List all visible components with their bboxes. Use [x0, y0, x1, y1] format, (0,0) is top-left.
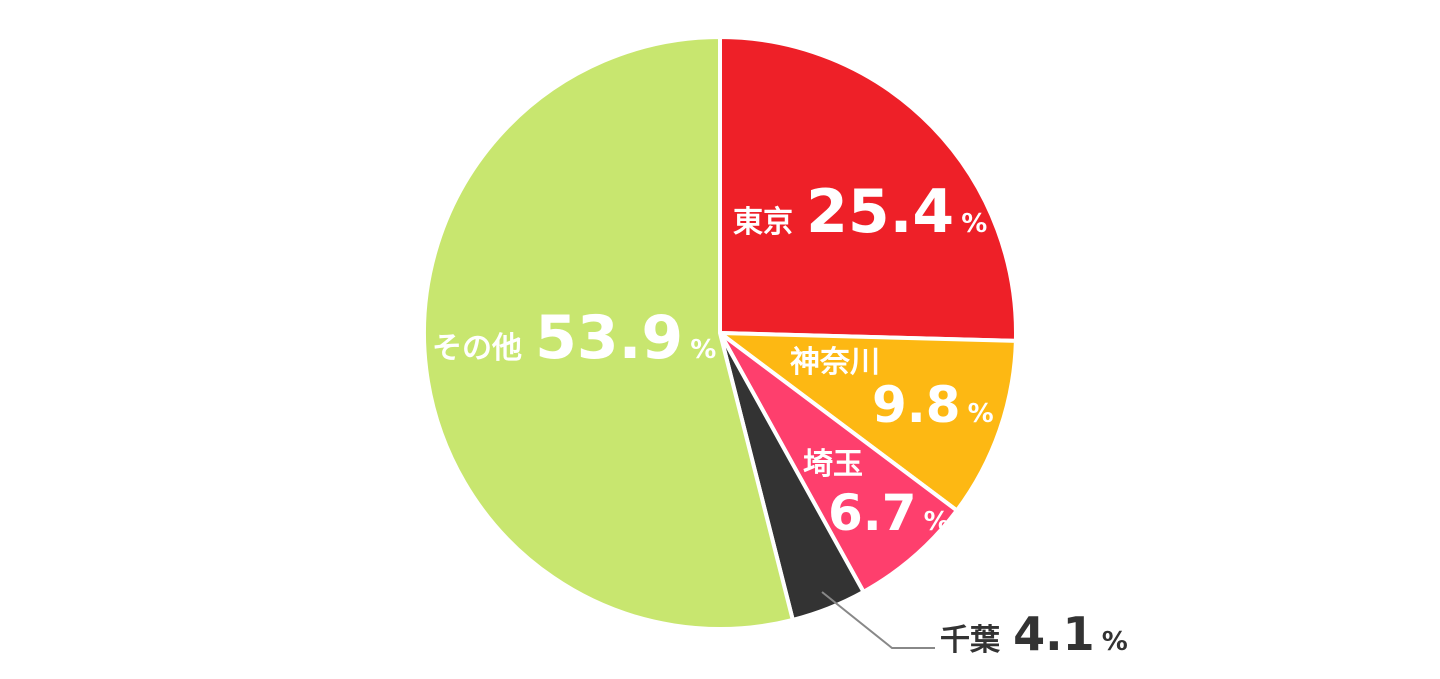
pie-slice-4 [422, 35, 795, 631]
label-kanagawa-value: 9.8 [872, 376, 961, 434]
label-tokyo-value: 25.4 [806, 177, 954, 247]
label-kanagawa-name: 神奈川 [790, 345, 880, 380]
label-other: その他 53.9 % [432, 303, 716, 373]
label-tokyo-unit: % [961, 209, 987, 239]
label-saitama: 6.7 % [828, 484, 950, 542]
label-kanagawa-unit: % [968, 399, 994, 429]
label-tokyo: 東京 25.4 % [733, 177, 987, 247]
label-other-unit: % [690, 335, 716, 365]
pie-slice-0 [718, 35, 1018, 343]
label-saitama-name: 埼玉 [803, 447, 863, 482]
label-other-name: その他 [432, 331, 522, 366]
label-chiba-value: 4.1 [1013, 607, 1095, 661]
label-tokyo-name: 東京 [733, 205, 793, 240]
pie-slices [422, 35, 1018, 631]
label-saitama-unit: % [924, 507, 950, 537]
label-chiba: 千葉 4.1 % [940, 607, 1128, 661]
label-saitama-value: 6.7 [828, 484, 917, 542]
pie-slice-2 [718, 331, 959, 594]
label-chiba-name: 千葉 [940, 623, 1001, 658]
label-kanagawa: 9.8 % [872, 376, 994, 434]
chiba-leader-line [821, 591, 935, 649]
label-other-value: 53.9 [535, 303, 683, 373]
pie-slice-1 [718, 331, 1018, 513]
label-chiba-unit: % [1102, 627, 1128, 657]
